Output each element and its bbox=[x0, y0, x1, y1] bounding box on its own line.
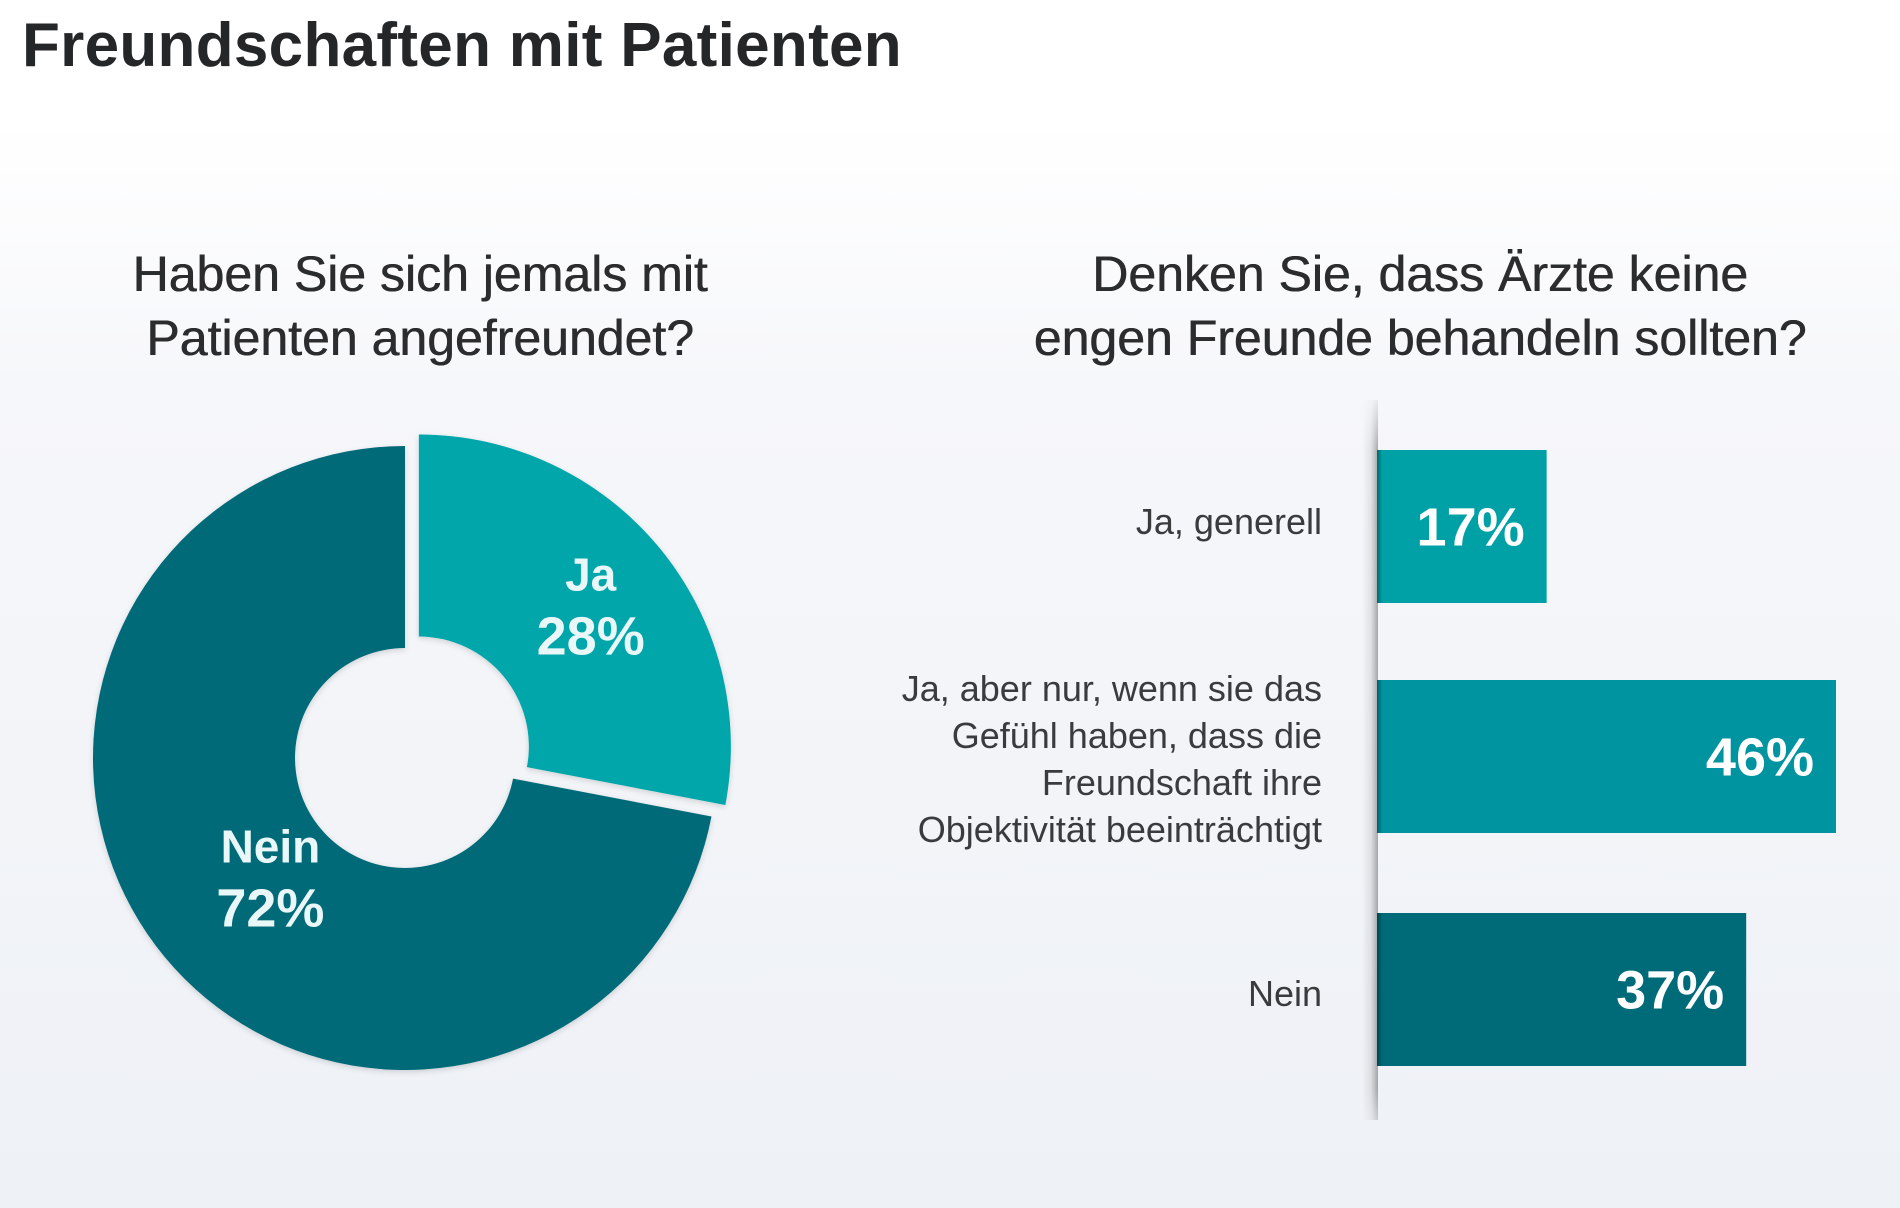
bar-group-0: 17% bbox=[1377, 450, 1547, 603]
bar-value-label-1: 46% bbox=[1706, 728, 1814, 788]
donut-chart-title: Haben Sie sich jemals mit Patienten ange… bbox=[60, 242, 780, 370]
donut-value-ja: 28% bbox=[537, 606, 645, 666]
donut-value-nein: 72% bbox=[216, 878, 324, 938]
bar-edge-shade bbox=[1377, 913, 1467, 1066]
donut-slice-ja bbox=[418, 434, 731, 805]
bar-group-2: 37% bbox=[1377, 913, 1747, 1066]
donut-chart: Ja 28% Nein 72% bbox=[93, 434, 731, 1070]
axis-shadow bbox=[1362, 400, 1378, 1120]
bar-category-label-nein: Nein bbox=[1248, 970, 1322, 1017]
bar-title-line-1: Denken Sie, dass Ärzte keine bbox=[1092, 246, 1748, 302]
bar-value-label-0: 17% bbox=[1417, 498, 1525, 558]
bar-edge-shade bbox=[1377, 450, 1467, 603]
donut-slice-nein bbox=[93, 446, 712, 1070]
category-label-line: Nein bbox=[1247, 973, 1322, 1014]
category-label-line: Ja, generell bbox=[1135, 501, 1322, 542]
page-title: Freundschaften mit Patienten bbox=[22, 11, 902, 80]
category-label-line: Ja, aber nur, wenn sie das bbox=[901, 668, 1322, 709]
bar-chart-title: Denken Sie, dass Ärzte keine engen Freun… bbox=[960, 242, 1880, 370]
category-label-line: Gefühl haben, dass die bbox=[951, 715, 1322, 756]
bar-edge-shade bbox=[1377, 680, 1467, 833]
bar-value-label-2: 37% bbox=[1616, 961, 1724, 1021]
donut-title-line-1: Haben Sie sich jemals mit bbox=[132, 246, 708, 302]
bar-group-1: 46% bbox=[1377, 680, 1836, 833]
donut-title-line-2: Patienten angefreundet? bbox=[146, 310, 694, 366]
donut-label-ja: Ja bbox=[565, 548, 617, 600]
bar-category-label-ja-aber-nur: Ja, aber nur, wenn sie das Gefühl haben,… bbox=[902, 665, 1322, 853]
bar-chart: 17% 46% 37% bbox=[1362, 400, 1836, 1120]
bar-category-label-ja-generell: Ja, generell bbox=[1136, 498, 1322, 545]
bar-title-line-2: engen Freunde behandeln sollten? bbox=[1033, 310, 1807, 366]
category-label-line: Objektivität beeinträchtigt bbox=[917, 809, 1322, 850]
category-label-line: Freundschaft ihre bbox=[1041, 762, 1322, 803]
donut-label-nein: Nein bbox=[221, 820, 321, 872]
